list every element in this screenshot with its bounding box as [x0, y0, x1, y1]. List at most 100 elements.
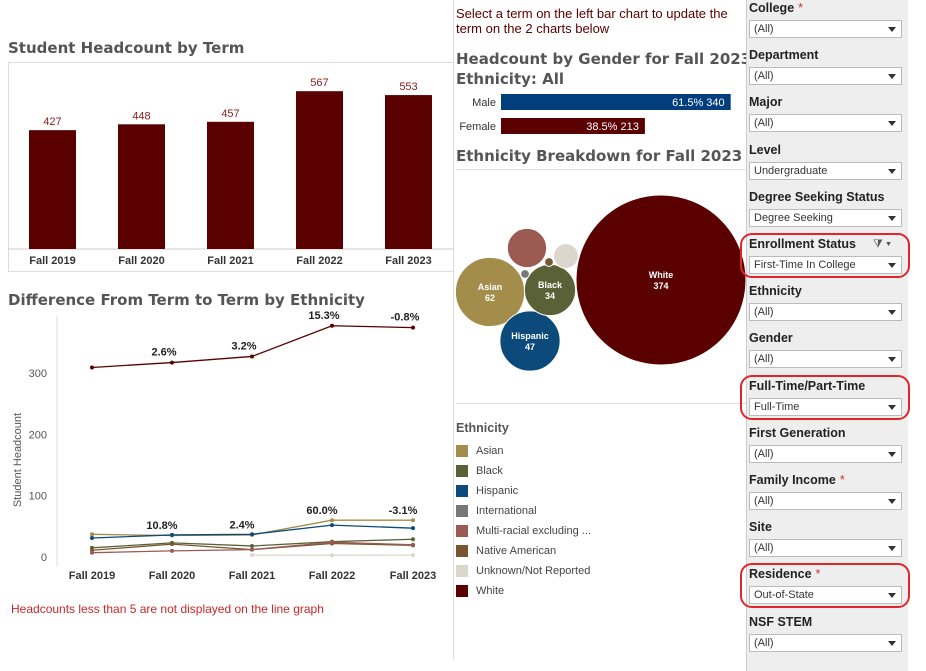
- legend-item-unknown-not-reported[interactable]: Unknown/Not Reported: [456, 565, 591, 578]
- line-point-white[interactable]: [330, 323, 334, 328]
- filter-label-level: Level: [749, 143, 781, 157]
- filter-label-residence: Residence *: [749, 567, 820, 581]
- bubble-hispanic[interactable]: [499, 310, 561, 372]
- legend-swatch: [456, 465, 468, 478]
- line-point-white[interactable]: [170, 360, 174, 365]
- line-point-hispanic[interactable]: [170, 532, 174, 537]
- legend-item-black[interactable]: Black: [456, 465, 503, 478]
- bar-fall-2021[interactable]: [207, 121, 254, 249]
- bubble-black[interactable]: [523, 263, 577, 317]
- chevron-down-icon: [888, 27, 896, 32]
- legend-item-asian[interactable]: Asian: [456, 445, 504, 458]
- chevron-down-icon: [888, 215, 896, 221]
- line-point-asian[interactable]: [330, 518, 334, 523]
- y-tick-label: 300: [29, 368, 47, 380]
- filter-select-nsf-stem[interactable]: (All): [749, 633, 902, 652]
- line-point-white[interactable]: [250, 354, 254, 359]
- bubble-international[interactable]: [520, 269, 530, 279]
- line-point-hispanic[interactable]: [90, 535, 94, 540]
- filter-label-full-time-part-time: Full-Time/Part-Time: [749, 379, 865, 393]
- line-total-pct-label: 2.4%: [229, 519, 254, 531]
- filter-select-level[interactable]: Undergraduate: [749, 161, 902, 180]
- chevron-down-icon: [888, 121, 896, 127]
- filter-select-enrollment-status[interactable]: First-Time In College: [749, 256, 902, 274]
- legend-swatch: [456, 545, 468, 558]
- bubble-unknown-not-reported[interactable]: [553, 243, 579, 269]
- bar-fall-2023[interactable]: [385, 95, 432, 249]
- line-point-unknown-not-reported[interactable]: [250, 553, 254, 558]
- bubble-native-american[interactable]: [544, 257, 554, 267]
- gender-chart-title-line1: Headcount by Gender for Fall 2023: [456, 50, 752, 68]
- line-point-white[interactable]: [411, 325, 415, 330]
- chevron-down-icon: [888, 74, 896, 80]
- filter-select-value: (All): [754, 117, 774, 130]
- line-point-native-american[interactable]: [170, 542, 174, 547]
- filter-label-text: Level: [749, 142, 781, 157]
- filter-select-first-generation[interactable]: (All): [749, 444, 902, 463]
- required-star-icon: *: [815, 567, 821, 582]
- bar-value-label: 567: [310, 77, 328, 89]
- line-point-hispanic[interactable]: [330, 523, 334, 528]
- legend-label: Unknown/Not Reported: [476, 565, 591, 577]
- legend-item-international[interactable]: International: [456, 505, 537, 518]
- line-pct-label: 3.2%: [231, 340, 256, 352]
- ethnicity-line-chart[interactable]: 0 100 200 300 Student Headcount Fall 2019 Fall…: [5, 308, 454, 598]
- bubble-label: Asian: [478, 282, 503, 292]
- filter-select-value: (All): [754, 495, 774, 507]
- gender-bar-chart[interactable]: Male 61.5% 340 Female 38.5% 213: [456, 90, 746, 138]
- chevron-down-icon: [888, 546, 896, 552]
- line-point-black[interactable]: [411, 537, 415, 542]
- filter-select-gender[interactable]: (All): [749, 350, 902, 369]
- bar-category-label: Fall 2022: [296, 255, 342, 267]
- headcount-bar-chart[interactable]: 427 Fall 2019 448 Fall 2020 457 Fall 2021 567 F…: [8, 62, 454, 272]
- legend-swatch: [456, 485, 468, 498]
- filter-label-nsf-stem: NSF STEM: [749, 615, 812, 629]
- bar-category-label: Fall 2021: [207, 255, 253, 267]
- line-point-asian[interactable]: [411, 518, 415, 523]
- filter-select-residence[interactable]: Out-of-State: [749, 586, 902, 605]
- gender-bar-female[interactable]: [501, 118, 645, 134]
- filter-select-department[interactable]: (All): [749, 67, 902, 86]
- filter-select-ethnicity[interactable]: (All): [749, 303, 902, 322]
- filter-select-value: (All): [754, 70, 774, 83]
- filter-menu-icon[interactable]: ⧩ ▾: [873, 238, 892, 250]
- bar-fall-2020[interactable]: [118, 124, 165, 249]
- line-point-multi-racial-excluding[interactable]: [411, 542, 415, 547]
- line-point-multi-racial-excluding[interactable]: [250, 547, 254, 552]
- x-tick-label: Fall 2020: [149, 570, 195, 582]
- line-point-hispanic[interactable]: [250, 532, 254, 537]
- legend-label: Black: [476, 465, 503, 477]
- filter-select-value: (All): [754, 447, 774, 460]
- legend-item-native-american[interactable]: Native American: [456, 545, 556, 558]
- filter-select-major[interactable]: (All): [749, 114, 902, 133]
- gender-bar-male[interactable]: [501, 94, 731, 110]
- bar-fall-2022[interactable]: [296, 91, 343, 249]
- bubble-multi-racial-excluding[interactable]: [506, 227, 548, 269]
- legend-item-multi-racial-excluding[interactable]: Multi-racial excluding ...: [456, 525, 591, 538]
- chevron-down-icon: [888, 310, 896, 316]
- line-point-multi-racial-excluding[interactable]: [330, 540, 334, 545]
- line-point-hispanic[interactable]: [411, 526, 415, 531]
- bar-fall-2019[interactable]: [29, 130, 76, 249]
- line-point-multi-racial-excluding[interactable]: [90, 550, 94, 555]
- line-point-unknown-not-reported[interactable]: [411, 553, 415, 558]
- line-point-asian[interactable]: [90, 532, 94, 537]
- legend-item-white[interactable]: White: [456, 585, 504, 598]
- bar-category-label: Fall 2019: [29, 255, 75, 267]
- line-point-black[interactable]: [250, 543, 254, 548]
- bubble-white[interactable]: [575, 194, 746, 366]
- line-point-multi-racial-excluding[interactable]: [170, 548, 174, 553]
- line-point-white[interactable]: [90, 365, 94, 370]
- bubble-value: 62: [485, 293, 495, 303]
- x-tick-label: Fall 2022: [309, 570, 355, 582]
- line-point-unknown-not-reported[interactable]: [330, 553, 334, 558]
- filter-select-family-income[interactable]: (All): [749, 492, 902, 510]
- legend-item-hispanic[interactable]: Hispanic: [456, 485, 518, 498]
- filter-select-site[interactable]: (All): [749, 539, 902, 558]
- filter-select-degree-seeking-status[interactable]: Degree Seeking: [749, 208, 902, 227]
- filter-select-college[interactable]: (All): [749, 20, 902, 38]
- filter-select-full-time-part-time[interactable]: Full-Time: [749, 397, 902, 416]
- filter-label-department: Department: [749, 48, 818, 62]
- legend-label: International: [476, 505, 537, 517]
